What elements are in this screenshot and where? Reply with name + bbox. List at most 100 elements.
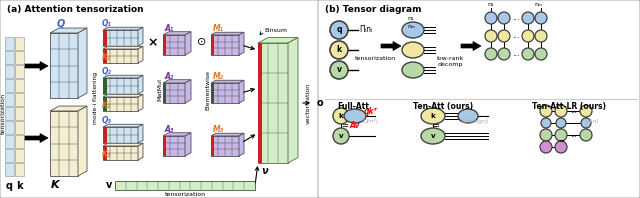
FancyBboxPatch shape xyxy=(318,0,640,198)
Circle shape xyxy=(498,12,510,24)
Bar xyxy=(103,146,107,160)
Text: ...: ... xyxy=(570,108,577,114)
Polygon shape xyxy=(103,143,143,146)
Polygon shape xyxy=(185,32,191,55)
Circle shape xyxy=(330,61,348,79)
Bar xyxy=(163,83,166,103)
Circle shape xyxy=(485,48,497,60)
Circle shape xyxy=(556,118,566,128)
Text: o: o xyxy=(317,98,324,108)
Circle shape xyxy=(522,48,534,60)
Circle shape xyxy=(580,129,592,141)
Bar xyxy=(103,49,107,63)
Polygon shape xyxy=(163,80,191,83)
Polygon shape xyxy=(103,94,143,97)
Text: =: = xyxy=(342,122,349,130)
Bar xyxy=(5,93,14,106)
Circle shape xyxy=(580,105,592,117)
Text: =: = xyxy=(558,138,564,144)
Text: k: k xyxy=(16,181,22,191)
Polygon shape xyxy=(239,32,244,55)
Circle shape xyxy=(498,30,510,42)
Text: O(nlogn): O(nlogn) xyxy=(462,120,490,125)
Text: tensorization: tensorization xyxy=(164,192,205,197)
Bar xyxy=(5,37,14,50)
Bar xyxy=(258,43,262,163)
Polygon shape xyxy=(25,62,48,70)
Text: ...: ... xyxy=(512,31,520,41)
Text: ...: ... xyxy=(570,132,577,138)
Text: ×: × xyxy=(148,36,158,50)
Bar xyxy=(15,65,24,78)
Ellipse shape xyxy=(344,109,366,123)
Polygon shape xyxy=(103,75,143,78)
Text: Q₃: Q₃ xyxy=(102,116,112,125)
Text: Av: Av xyxy=(349,122,360,130)
Text: v: v xyxy=(431,133,435,139)
Polygon shape xyxy=(211,133,244,136)
Text: Ten-Att (ours): Ten-Att (ours) xyxy=(413,102,473,111)
Text: M₃: M₃ xyxy=(213,125,224,134)
Polygon shape xyxy=(163,32,191,35)
Polygon shape xyxy=(258,43,288,163)
Text: Ten-Att-LR (ours): Ten-Att-LR (ours) xyxy=(532,102,606,111)
Polygon shape xyxy=(185,80,191,103)
Bar xyxy=(5,149,14,162)
Text: nₘ: nₘ xyxy=(534,3,542,8)
Text: M₁: M₁ xyxy=(213,24,224,33)
Bar xyxy=(211,136,214,156)
Bar xyxy=(15,51,24,64)
Bar xyxy=(5,65,14,78)
Polygon shape xyxy=(103,49,138,63)
Circle shape xyxy=(485,12,497,24)
Bar xyxy=(5,163,14,176)
Bar xyxy=(15,79,24,92)
Bar xyxy=(5,121,14,134)
Polygon shape xyxy=(211,80,244,83)
Bar xyxy=(15,121,24,134)
Text: O(n²): O(n²) xyxy=(363,118,379,124)
Bar xyxy=(163,35,166,55)
Polygon shape xyxy=(163,133,191,136)
Ellipse shape xyxy=(402,62,424,78)
Circle shape xyxy=(485,30,497,42)
Text: Κ: Κ xyxy=(51,180,60,190)
Text: MatMul: MatMul xyxy=(157,79,163,101)
Text: q: q xyxy=(6,181,13,191)
Bar xyxy=(15,37,24,50)
Circle shape xyxy=(333,128,349,144)
Polygon shape xyxy=(138,94,143,111)
Ellipse shape xyxy=(402,22,424,38)
Text: k: k xyxy=(337,46,342,54)
Bar xyxy=(15,135,24,148)
Ellipse shape xyxy=(421,108,445,124)
Text: ...: ... xyxy=(512,50,520,58)
Text: O(n): O(n) xyxy=(586,120,600,125)
Circle shape xyxy=(540,129,552,141)
Circle shape xyxy=(555,129,567,141)
Polygon shape xyxy=(50,106,87,111)
Text: k: k xyxy=(431,113,435,119)
Polygon shape xyxy=(50,28,87,33)
Polygon shape xyxy=(163,83,185,103)
Text: qkᵀ: qkᵀ xyxy=(364,107,378,115)
Polygon shape xyxy=(103,146,138,160)
Circle shape xyxy=(555,141,567,153)
Text: Elementwise: Elementwise xyxy=(205,70,211,110)
Bar xyxy=(115,181,255,190)
Bar xyxy=(15,107,24,120)
Bar xyxy=(103,78,107,94)
Polygon shape xyxy=(163,35,185,55)
Polygon shape xyxy=(138,75,143,94)
Polygon shape xyxy=(50,111,78,176)
Text: low-rank
decomp: low-rank decomp xyxy=(436,56,463,67)
Polygon shape xyxy=(138,46,143,63)
Circle shape xyxy=(498,48,510,60)
Bar xyxy=(103,97,107,111)
Text: M₂: M₂ xyxy=(213,72,224,81)
Text: K₁: K₁ xyxy=(102,53,111,62)
Circle shape xyxy=(535,30,547,42)
Text: A₁: A₁ xyxy=(164,24,173,33)
Text: Einsum: Einsum xyxy=(264,28,287,32)
Text: ν: ν xyxy=(262,166,268,176)
